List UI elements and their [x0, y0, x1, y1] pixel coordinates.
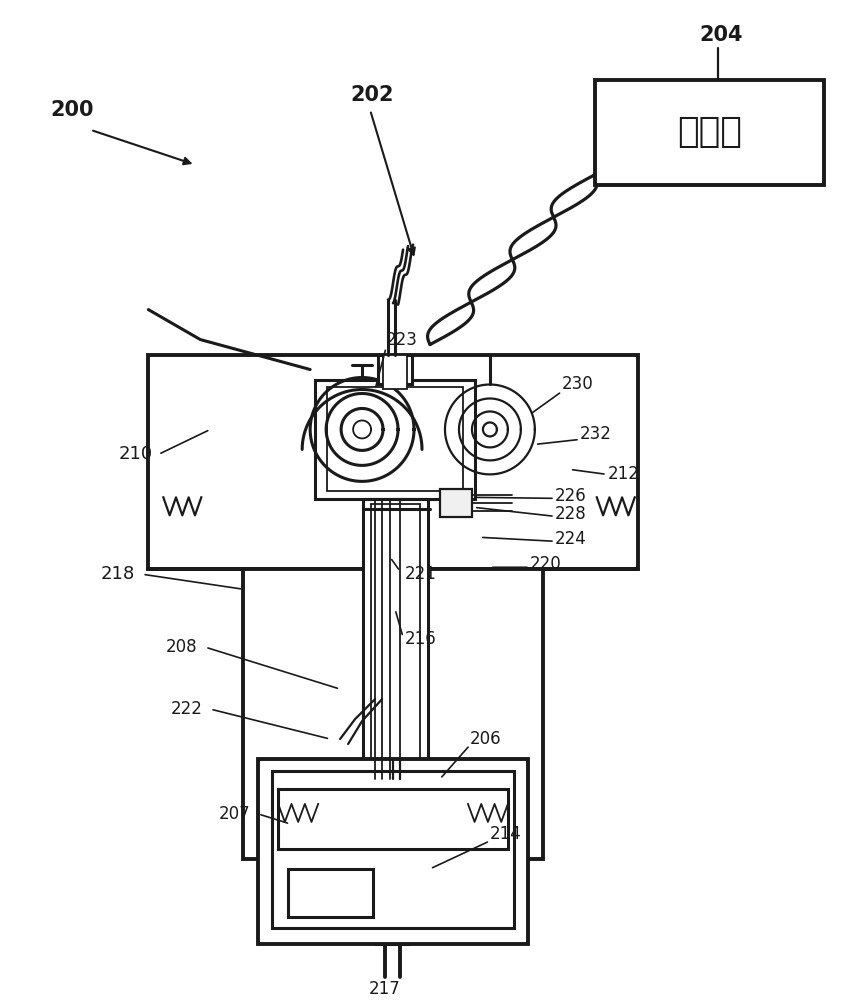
Bar [378, 355, 412, 384]
Text: 控制室: 控制室 [677, 115, 742, 149]
Text: 206: 206 [470, 730, 502, 748]
Bar [288, 869, 373, 917]
Bar [594, 80, 825, 185]
Text: 223: 223 [386, 331, 418, 349]
Text: 217: 217 [369, 980, 401, 998]
Text: 220: 220 [530, 555, 562, 573]
Bar [278, 789, 508, 849]
Text: 222: 222 [170, 700, 202, 718]
Text: 232: 232 [580, 425, 612, 443]
Bar [315, 380, 475, 499]
Text: 210: 210 [119, 445, 153, 463]
Text: 216: 216 [405, 630, 436, 648]
Bar [243, 569, 543, 859]
Bar [272, 771, 514, 928]
Text: 208: 208 [165, 638, 197, 656]
Bar [259, 759, 528, 944]
Bar [371, 504, 420, 774]
Bar [383, 355, 407, 389]
Bar [327, 387, 463, 491]
Text: 207: 207 [218, 805, 250, 823]
Text: 224: 224 [555, 530, 587, 548]
Text: 228: 228 [555, 505, 587, 523]
Bar [363, 499, 428, 779]
Bar [440, 489, 472, 517]
Bar [149, 355, 637, 569]
Text: 230: 230 [562, 375, 594, 393]
Text: 200: 200 [51, 100, 94, 120]
Text: 202: 202 [350, 85, 393, 105]
Text: 214: 214 [490, 825, 521, 843]
Text: 218: 218 [101, 565, 135, 583]
Text: 204: 204 [699, 25, 743, 45]
Text: 226: 226 [555, 487, 587, 505]
Text: 212: 212 [608, 465, 640, 483]
Text: 221: 221 [405, 565, 437, 583]
